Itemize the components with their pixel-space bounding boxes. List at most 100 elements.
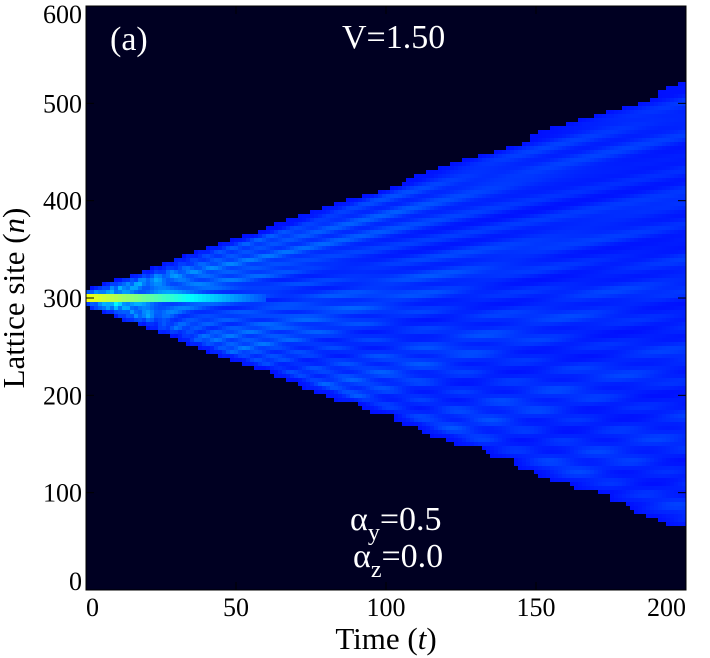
heatmap-cell bbox=[442, 182, 446, 186]
heatmap-cell bbox=[446, 254, 450, 258]
heatmap-cell bbox=[506, 354, 510, 358]
heatmap-cell bbox=[226, 262, 230, 266]
heatmap-cell bbox=[154, 282, 158, 286]
heatmap-cell bbox=[382, 270, 386, 274]
heatmap-cell bbox=[422, 290, 426, 294]
heatmap-cell bbox=[206, 254, 210, 258]
heatmap-cell bbox=[182, 338, 186, 342]
heatmap-cell bbox=[494, 218, 498, 222]
heatmap-cell bbox=[474, 174, 478, 178]
heatmap-cell bbox=[442, 274, 446, 278]
heatmap-cell bbox=[450, 262, 454, 266]
heatmap-cell bbox=[518, 246, 522, 250]
heatmap-cell bbox=[354, 222, 358, 226]
heatmap-cell bbox=[434, 266, 438, 270]
heatmap-cell bbox=[454, 258, 458, 262]
heatmap-cell bbox=[506, 230, 510, 234]
heatmap-cell bbox=[258, 274, 262, 278]
heatmap-cell bbox=[498, 266, 502, 270]
heatmap-cell bbox=[478, 162, 482, 166]
heatmap-cell bbox=[426, 366, 430, 370]
heatmap-cell bbox=[414, 350, 418, 354]
heatmap-cell bbox=[466, 274, 470, 278]
heatmap-cell bbox=[486, 206, 490, 210]
heatmap-cell bbox=[206, 262, 210, 266]
heatmap-cell bbox=[282, 298, 286, 302]
heatmap-cell bbox=[294, 226, 298, 230]
heatmap-cell bbox=[426, 294, 430, 298]
heatmap-cell bbox=[394, 294, 398, 298]
heatmap-cell bbox=[354, 286, 358, 290]
heatmap-cell bbox=[474, 210, 478, 214]
heatmap-cell bbox=[378, 310, 382, 314]
heatmap-cell bbox=[522, 210, 526, 214]
heatmap-cell bbox=[530, 254, 534, 258]
heatmap-cell bbox=[370, 330, 374, 334]
heatmap-cell bbox=[490, 234, 494, 238]
heatmap-cell bbox=[254, 282, 258, 286]
heatmap-cell bbox=[510, 406, 514, 410]
heatmap-cell bbox=[334, 282, 338, 286]
heatmap-cell bbox=[410, 258, 414, 262]
heatmap-cell bbox=[494, 282, 498, 286]
heatmap-cell bbox=[218, 290, 222, 294]
heatmap-cell bbox=[510, 218, 514, 222]
heatmap-cell bbox=[430, 382, 434, 386]
heatmap-cell bbox=[446, 278, 450, 282]
heatmap-cell bbox=[290, 234, 294, 238]
heatmap-cell bbox=[490, 186, 494, 190]
heatmap-cell bbox=[502, 322, 506, 326]
heatmap-cell bbox=[282, 350, 286, 354]
heatmap-cell bbox=[366, 218, 370, 222]
heatmap-cell bbox=[382, 358, 386, 362]
heatmap-cell bbox=[466, 242, 470, 246]
heatmap-cell bbox=[498, 314, 502, 318]
heatmap-cell bbox=[410, 294, 414, 298]
heatmap-cell bbox=[366, 334, 370, 338]
heatmap-cell bbox=[330, 234, 334, 238]
heatmap-cell bbox=[414, 330, 418, 334]
heatmap-cell bbox=[474, 374, 478, 378]
heatmap-cell bbox=[286, 262, 290, 266]
heatmap-cell bbox=[410, 262, 414, 266]
heatmap-cell bbox=[498, 182, 502, 186]
heatmap-cell bbox=[342, 226, 346, 230]
heatmap-cell bbox=[266, 306, 270, 310]
heatmap-cell bbox=[278, 286, 282, 290]
heatmap-cell bbox=[454, 338, 458, 342]
heatmap-cell bbox=[374, 278, 378, 282]
heatmap-cell bbox=[522, 326, 526, 330]
heatmap-cell bbox=[530, 414, 534, 418]
heatmap-cell bbox=[454, 290, 458, 294]
heatmap-cell bbox=[466, 342, 470, 346]
heatmap-cell bbox=[262, 262, 266, 266]
heatmap-cell bbox=[150, 286, 154, 290]
heatmap-cell bbox=[466, 234, 470, 238]
heatmap-cell bbox=[358, 234, 362, 238]
heatmap-cell bbox=[334, 298, 338, 302]
heatmap-cell bbox=[318, 274, 322, 278]
heatmap-cell bbox=[534, 270, 538, 274]
heatmap-cell bbox=[470, 162, 474, 166]
heatmap-cell bbox=[374, 238, 378, 242]
heatmap-cell bbox=[150, 294, 154, 298]
heatmap-cell bbox=[454, 278, 458, 282]
heatmap-cell bbox=[278, 318, 282, 322]
heatmap-cell bbox=[498, 214, 502, 218]
heatmap-cell bbox=[202, 262, 206, 266]
heatmap-cell bbox=[350, 250, 354, 254]
heatmap-cell bbox=[506, 438, 510, 442]
heatmap-cell bbox=[462, 374, 466, 378]
heatmap-cell bbox=[314, 378, 318, 382]
heatmap-cell bbox=[334, 286, 338, 290]
heatmap-cell bbox=[406, 218, 410, 222]
heatmap-cell bbox=[322, 378, 326, 382]
heatmap-cell bbox=[286, 238, 290, 242]
heatmap-cell bbox=[206, 294, 210, 298]
heatmap-cell bbox=[174, 322, 178, 326]
heatmap-cell bbox=[246, 266, 250, 270]
heatmap-cell bbox=[350, 234, 354, 238]
heatmap-cell bbox=[398, 354, 402, 358]
heatmap-cell bbox=[458, 218, 462, 222]
heatmap-cell bbox=[394, 326, 398, 330]
